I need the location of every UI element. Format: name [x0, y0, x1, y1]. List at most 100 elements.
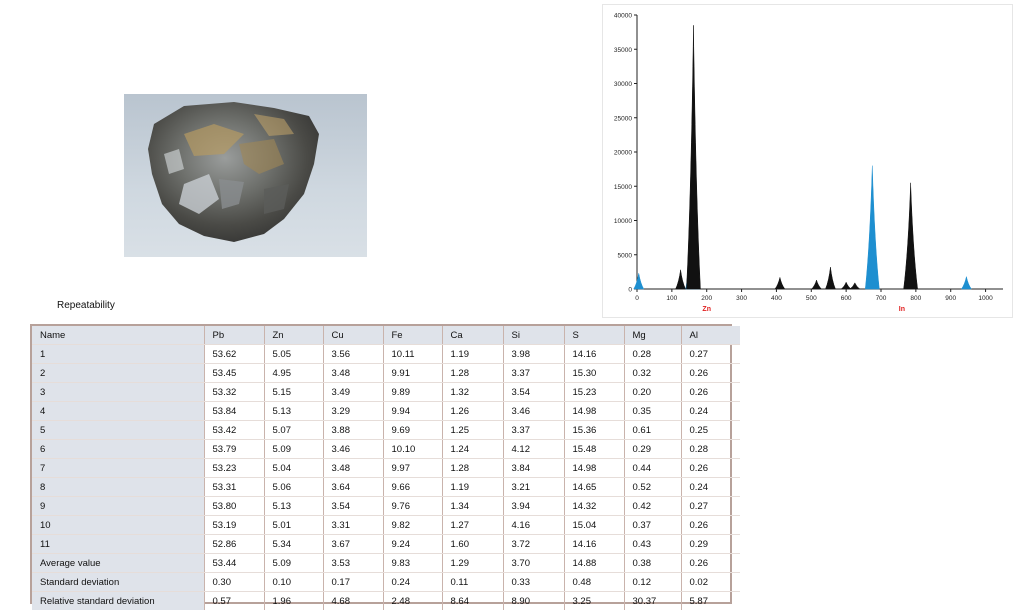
row-name-cell: 2	[32, 363, 205, 383]
table-cell: 53.44	[204, 553, 265, 573]
table-cell: 0.28	[681, 439, 740, 459]
y-tick-label: 25000	[614, 115, 632, 122]
table-row: Relative standard deviation 0.57 1.96 4.68 2…	[32, 591, 740, 610]
table-row: 2 53.45 4.95 3.48 9.91 1.28 3.37 15.30 0.32 0.26	[32, 363, 740, 383]
x-tick-label: 500	[806, 295, 817, 302]
table-cell: 0.32	[624, 363, 682, 383]
table-cell: 10.11	[383, 344, 443, 364]
table-cell: 53.42	[204, 420, 265, 440]
spectrum-peak	[825, 267, 836, 290]
y-tick-label: 0	[628, 287, 632, 294]
row-name-cell: 5	[32, 420, 205, 440]
table-cell: 0.17	[323, 572, 384, 592]
table-cell: 1.26	[442, 401, 504, 421]
table-cell: 3.54	[323, 496, 384, 516]
table-cell: 3.56	[323, 344, 384, 364]
table-cell: 9.83	[383, 553, 443, 573]
row-name-cell: 4	[32, 401, 205, 421]
column-header: Pb	[204, 326, 265, 345]
y-tick-label: 30000	[614, 81, 632, 88]
table-cell: 53.84	[204, 401, 265, 421]
table-cell: 53.19	[204, 515, 265, 535]
table-cell: 0.12	[624, 572, 682, 592]
column-header: S	[564, 326, 625, 345]
column-header: Zn	[264, 326, 324, 345]
table-cell: 0.42	[624, 496, 682, 516]
table-row: 10 53.19 5.01 3.31 9.82 1.27 4.16 15.04 0.37 0.26	[32, 515, 740, 535]
row-name-cell: 10	[32, 515, 205, 535]
table-cell: 3.37	[503, 363, 565, 383]
x-tick-label: 100	[666, 295, 677, 302]
row-name-cell: 7	[32, 458, 205, 478]
table-cell: 3.88	[323, 420, 384, 440]
table-cell: 3.48	[323, 363, 384, 383]
table-row: 9 53.80 5.13 3.54 9.76 1.34 3.94 14.32 0.42 0.27	[32, 496, 740, 516]
table-cell: 5.13	[264, 496, 324, 516]
table-cell: 53.45	[204, 363, 265, 383]
table-cell: 1.28	[442, 458, 504, 478]
table-cell: 9.91	[383, 363, 443, 383]
table-cell: 53.23	[204, 458, 265, 478]
table-cell: 5.87	[689, 595, 709, 607]
row-name-cell: 1	[32, 344, 205, 364]
x-tick-label: 200	[701, 295, 712, 302]
x-tick-label: 300	[736, 295, 747, 302]
table-cell: 3.94	[503, 496, 565, 516]
table-cell: 0.33	[503, 572, 565, 592]
table-cell: 9.24	[383, 534, 443, 554]
table-cell: 3.46	[503, 401, 565, 421]
table-cell: 3.72	[503, 534, 565, 554]
table-row: 7 53.23 5.04 3.48 9.97 1.28 3.84 14.98 0.44 0.26	[32, 458, 740, 478]
table-cell: 3.48	[323, 458, 384, 478]
table-cell: 1.60	[442, 534, 504, 554]
table-cell: 0.43	[624, 534, 682, 554]
table-row: 3 53.32 5.15 3.49 9.89 1.32 3.54 15.23 0.20 0.26	[32, 382, 740, 402]
column-header: Cu	[323, 326, 384, 345]
table-cell: 1.32	[442, 382, 504, 402]
table-cell: 15.48	[564, 439, 625, 459]
table-row: Standard deviation 0.30 0.10 0.17 0.24 0.11 0.…	[32, 572, 740, 592]
table-cell: 0.24	[383, 572, 443, 592]
y-tick-label: 5000	[618, 252, 633, 259]
table-cell: 3.46	[323, 439, 384, 459]
table-cell: 0.57	[204, 591, 265, 610]
table-cell: 3.29	[323, 401, 384, 421]
spectrum-peak	[633, 273, 645, 290]
table-row: 8 53.31 5.06 3.64 9.66 1.19 3.21 14.65 0.52 0.24	[32, 477, 740, 497]
spectrum-peak	[686, 25, 701, 290]
column-header: Al	[681, 326, 740, 345]
x-tick-label: 0	[635, 295, 639, 302]
table-cell: 0.27	[681, 344, 740, 364]
table-cell: 0.25	[681, 420, 740, 440]
table-cell: 9.76	[383, 496, 443, 516]
table-cell: 9.69	[383, 420, 443, 440]
table-cell: 0.26	[681, 458, 740, 478]
table-header-row: Name Pb Zn Cu Fe Ca Si S Mg Al	[32, 326, 740, 345]
table-cell: 53.80	[204, 496, 265, 516]
element-label: In	[899, 306, 905, 313]
table-cell: 0.29	[681, 534, 740, 554]
table-cell: 3.84	[503, 458, 565, 478]
table-row: 6 53.79 5.09 3.46 10.10 1.24 4.12 15.48 0.29 0.28	[32, 439, 740, 459]
table-cell: 0.26	[681, 553, 740, 573]
x-tick-label: 400	[771, 295, 782, 302]
table-cell: 5.04	[264, 458, 324, 478]
spectrum-plot: 0500010000150002000025000300003500040000…	[614, 13, 1003, 313]
spectrum-peak	[903, 182, 918, 290]
table-cell: 0.48	[564, 572, 625, 592]
spectrum-peak	[849, 282, 861, 290]
table-cell: 0.44	[624, 458, 682, 478]
table-cell: 9.82	[383, 515, 443, 535]
table-cell: 0.35	[624, 401, 682, 421]
spectrum-peak	[774, 277, 786, 290]
table-cell: 3.25	[564, 591, 625, 610]
table-cell: 1.19	[442, 477, 504, 497]
table-cell: 14.98	[564, 401, 625, 421]
table-cell: 3.49	[323, 382, 384, 402]
table-cell: 4.16	[503, 515, 565, 535]
table-cell: 1.96	[264, 591, 324, 610]
table-cell: 0.24	[681, 401, 740, 421]
table-cell: 4.68	[323, 591, 384, 610]
table-cell: 14.98	[564, 458, 625, 478]
table-cell: 5.09	[264, 553, 324, 573]
